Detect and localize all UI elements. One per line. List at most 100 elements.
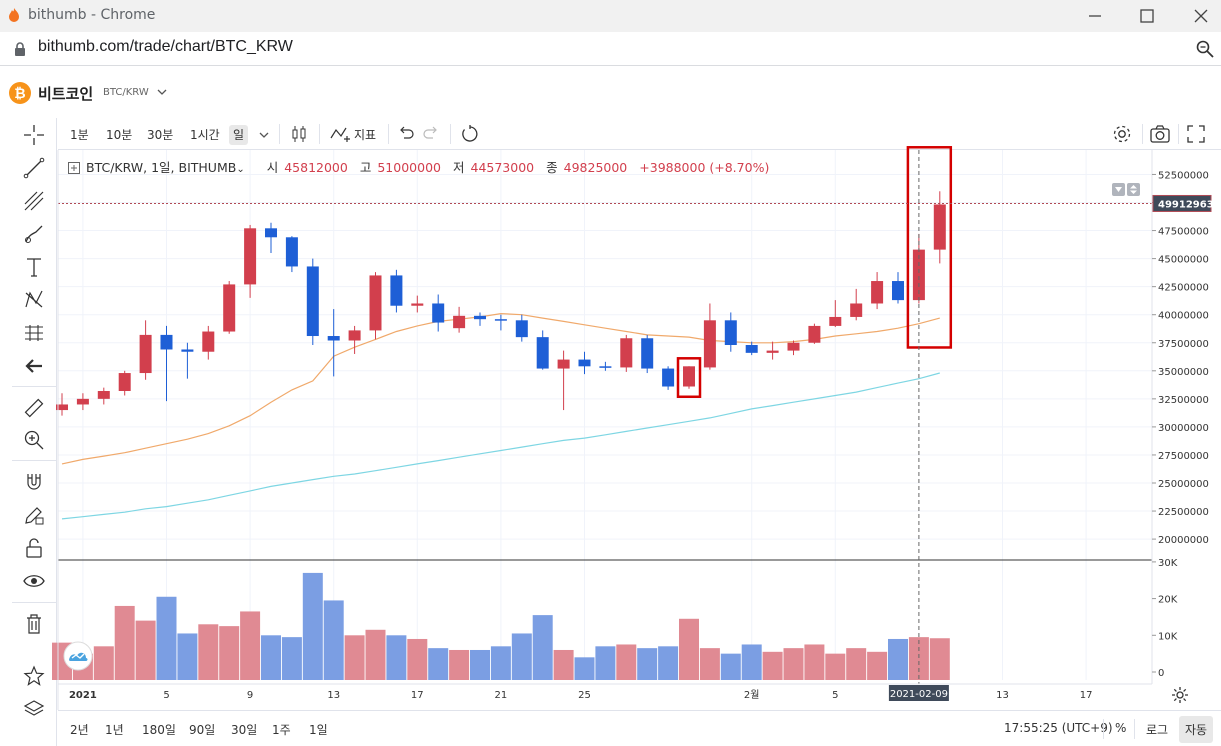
last-price-label: 49912963 bbox=[1158, 199, 1214, 210]
ruler-icon[interactable] bbox=[22, 396, 46, 420]
tradingview-logo-icon[interactable] bbox=[63, 641, 93, 671]
fib-icon[interactable] bbox=[22, 321, 46, 345]
page-header bbox=[0, 66, 1221, 118]
refresh-icon[interactable] bbox=[460, 124, 480, 144]
price-tick-label: 45000000 bbox=[1158, 255, 1209, 266]
scale-toggle-icon[interactable] bbox=[1112, 183, 1140, 196]
crosshair-icon[interactable] bbox=[22, 123, 46, 147]
candle-body bbox=[411, 303, 424, 306]
candle-body bbox=[160, 334, 173, 350]
candle-body bbox=[557, 359, 570, 369]
candle-body bbox=[369, 275, 382, 331]
gear-icon[interactable] bbox=[1111, 123, 1133, 145]
crosshair-date-label: 2021-02-09 bbox=[890, 689, 948, 700]
price-tick-label: 42500000 bbox=[1158, 283, 1209, 294]
arrow-left-icon[interactable] bbox=[22, 354, 46, 378]
price-tick-label: 20000000 bbox=[1158, 535, 1209, 546]
zoom-icon[interactable] bbox=[1195, 39, 1215, 59]
eye-icon[interactable] bbox=[22, 569, 46, 593]
pitchfork-icon[interactable] bbox=[22, 189, 46, 213]
legend-open-label: 시 bbox=[266, 160, 279, 175]
volume-bar bbox=[574, 657, 595, 680]
svg-text:₿: ₿ bbox=[14, 86, 25, 102]
fullscreen-icon[interactable] bbox=[1186, 124, 1206, 144]
auto-button[interactable]: 자동 bbox=[1179, 716, 1214, 743]
minimize-icon[interactable] bbox=[1083, 4, 1107, 28]
price-tick-label: 37500000 bbox=[1158, 339, 1209, 350]
maximize-icon[interactable] bbox=[1135, 4, 1159, 28]
range-2y[interactable]: 2년 bbox=[70, 723, 89, 737]
undo-icon[interactable] bbox=[397, 125, 415, 143]
range-90d[interactable]: 90일 bbox=[189, 723, 216, 737]
candle-body bbox=[766, 350, 779, 353]
time-tick-label: 2021 bbox=[69, 690, 97, 701]
bitcoin-logo-icon: ₿ bbox=[9, 82, 31, 104]
price-tick-label: 35000000 bbox=[1158, 367, 1209, 378]
unlock-icon[interactable] bbox=[22, 536, 46, 560]
pattern-icon[interactable] bbox=[22, 288, 46, 312]
legend-symbol[interactable]: BTC/KRW, 1일, BITHUMB bbox=[86, 160, 237, 175]
range-180d[interactable]: 180일 bbox=[142, 723, 176, 737]
crosshair-date-badge bbox=[888, 685, 949, 701]
close-icon[interactable] bbox=[1189, 4, 1213, 28]
volume-bar bbox=[595, 646, 616, 680]
last-price-badge bbox=[1153, 195, 1211, 212]
range-30d[interactable]: 30일 bbox=[231, 723, 258, 737]
volume-bar bbox=[198, 624, 219, 680]
candle-type-icon[interactable] bbox=[288, 123, 310, 145]
range-1w[interactable]: 1주 bbox=[272, 723, 291, 737]
trend-line-icon[interactable] bbox=[22, 156, 46, 180]
volume-bar bbox=[553, 649, 574, 680]
address-bar[interactable]: bithumb.com/trade/chart/BTC_KRW bbox=[0, 32, 1221, 66]
volume-bar bbox=[344, 635, 365, 680]
zoom-in-icon[interactable] bbox=[22, 428, 46, 452]
timeframe-day[interactable]: 일 bbox=[229, 125, 249, 145]
volume-bar bbox=[281, 637, 302, 680]
star-icon[interactable] bbox=[22, 664, 46, 688]
volume-bar bbox=[177, 633, 198, 680]
trash-icon[interactable] bbox=[22, 612, 46, 636]
magnet-icon[interactable] bbox=[22, 470, 46, 494]
price-tick-label: 27500000 bbox=[1158, 451, 1209, 462]
text-tool-icon[interactable] bbox=[22, 255, 46, 279]
candle-body bbox=[787, 342, 800, 351]
brush-icon[interactable] bbox=[22, 222, 46, 246]
volume-bar bbox=[888, 638, 908, 680]
candle-body bbox=[202, 331, 215, 352]
redo-icon[interactable] bbox=[422, 125, 440, 143]
volume-bar bbox=[532, 615, 553, 680]
percent-button[interactable]: % bbox=[1115, 721, 1127, 735]
layers-icon[interactable] bbox=[22, 697, 46, 721]
indicator-icon[interactable] bbox=[329, 124, 351, 144]
log-button[interactable]: 로그 bbox=[1146, 723, 1169, 737]
volume-bar bbox=[762, 651, 783, 680]
chevron-down-icon[interactable] bbox=[258, 129, 270, 141]
candle-body bbox=[829, 316, 842, 326]
candle-body bbox=[223, 284, 236, 332]
timeframe-1h[interactable]: 1시간 bbox=[190, 128, 220, 142]
timeframe-10m[interactable]: 10분 bbox=[106, 128, 133, 142]
legend-high: 51000000 bbox=[377, 160, 441, 175]
volume-bar bbox=[93, 646, 114, 680]
last-price-badge-border bbox=[1152, 194, 1212, 212]
volume-bar bbox=[825, 653, 846, 680]
candle-body bbox=[348, 330, 361, 341]
legend-close-label: 종 bbox=[546, 160, 558, 175]
ohlc-legend: BTC/KRW, 1일, BITHUMB⌄ 시 45812000 고 51000000 저… bbox=[68, 157, 775, 176]
volume-bar bbox=[323, 600, 344, 680]
volume-bar bbox=[616, 644, 637, 680]
moving-average-short bbox=[61, 312, 940, 465]
url-text[interactable]: bithumb.com/trade/chart/BTC_KRW bbox=[38, 38, 293, 55]
range-1d[interactable]: 1일 bbox=[309, 723, 328, 737]
expand-plus-icon[interactable] bbox=[68, 162, 80, 174]
timeframe-30m[interactable]: 30분 bbox=[147, 128, 174, 142]
volume-bar bbox=[135, 620, 156, 680]
timeframe-1m[interactable]: 1분 bbox=[70, 128, 89, 142]
chevron-down-icon[interactable] bbox=[157, 88, 167, 96]
time-axis-settings-icon[interactable] bbox=[1171, 686, 1189, 704]
indicators-button[interactable]: 지표 bbox=[354, 128, 377, 142]
camera-icon[interactable] bbox=[1149, 123, 1171, 145]
range-1y[interactable]: 1년 bbox=[105, 723, 124, 737]
pencil-lock-icon[interactable] bbox=[22, 503, 46, 527]
volume-bar bbox=[679, 618, 699, 680]
